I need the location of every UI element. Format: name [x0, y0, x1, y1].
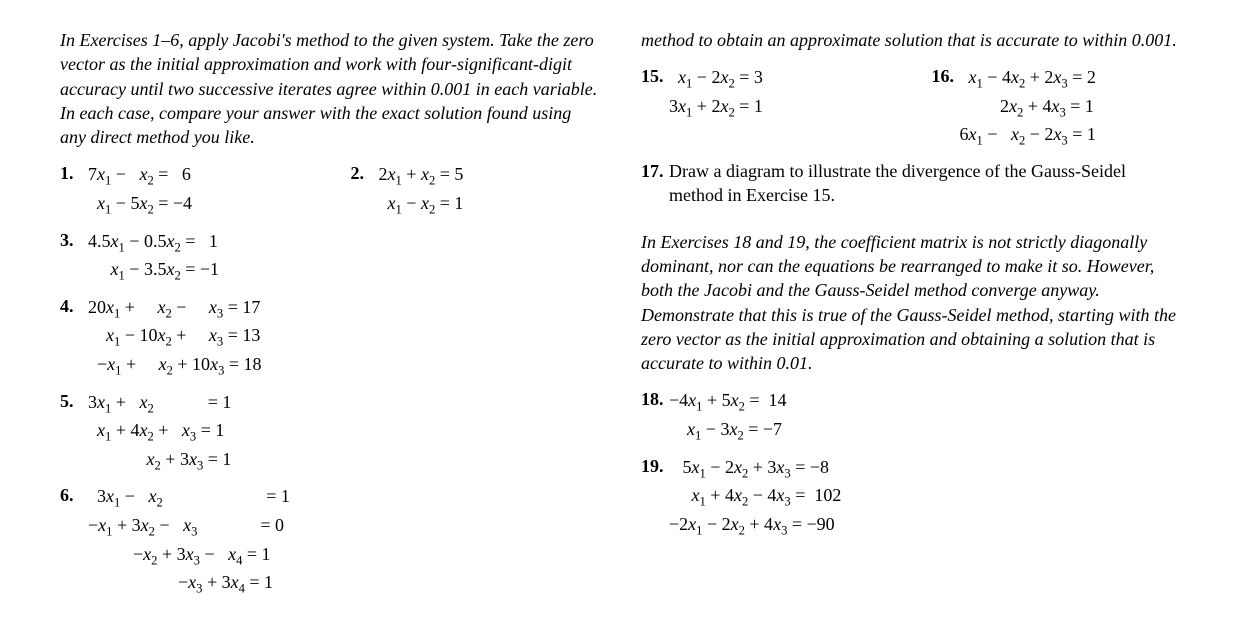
- problem-number: 15.: [641, 64, 669, 151]
- equation: x1 − 5x2 = −4: [88, 191, 311, 219]
- equation: 2x2 + 4x3 = 1: [960, 94, 1183, 122]
- equation: −4x1 + 5x2 = 14: [669, 388, 1182, 416]
- problem-body: x1 − 4x2 + 2x3 = 2 2x2 + 4x3 = 1 6x1 − x…: [960, 64, 1183, 151]
- spacer: [641, 216, 1182, 230]
- problem-number: 18.: [641, 387, 669, 445]
- problem-body: 4.5x1 − 0.5x2 = 1 x1 − 3.5x2 = −1: [88, 228, 601, 286]
- problem-body: 2x1 + x2 = 5 x1 − x2 = 1: [379, 161, 602, 219]
- instruction-1: In Exercises 1–6, apply Jacobi's method …: [60, 28, 601, 149]
- equation: 5x1 − 2x2 + 3x3 = −8: [669, 455, 1182, 483]
- equation: −x2 + 3x3 − x4 = 1: [88, 542, 601, 570]
- instruction-continued: method to obtain an approximate solution…: [641, 28, 1182, 52]
- problem-number: 3.: [60, 228, 88, 286]
- problem-body: −4x1 + 5x2 = 14 x1 − 3x2 = −7: [669, 387, 1182, 445]
- row-1-2: 1. 7x1 − x2 = 6 x1 − 5x2 = −4 2. 2x1 + x…: [60, 161, 601, 219]
- equation: 6x1 − x2 − 2x3 = 1: [960, 122, 1183, 150]
- equation: x1 − 2x2 = 3: [669, 65, 892, 93]
- equation: −x1 + 3x2 − x3 = 0: [88, 513, 601, 541]
- problem-19: 19. 5x1 − 2x2 + 3x3 = −8 x1 + 4x2 − 4x3 …: [641, 454, 1182, 541]
- problem-5: 5. 3x1 + x2 = 1 x1 + 4x2 + x3 = 1 x2 + 3…: [60, 389, 601, 476]
- right-column: method to obtain an approximate solution…: [641, 28, 1182, 599]
- equation: 4.5x1 − 0.5x2 = 1: [88, 229, 601, 257]
- problem-1: 1. 7x1 − x2 = 6 x1 − 5x2 = −4: [60, 161, 311, 219]
- problem-body: x1 − 2x2 = 3 3x1 + 2x2 = 1: [669, 64, 892, 151]
- problem-2: 2. 2x1 + x2 = 5 x1 − x2 = 1: [351, 161, 602, 219]
- problem-number: 16.: [932, 64, 960, 151]
- equation: x1 + 4x2 + x3 = 1: [88, 418, 601, 446]
- problem-body: 3x1 + x2 = 1 x1 + 4x2 + x3 = 1 x2 + 3x3 …: [88, 389, 601, 476]
- problem-16: 16. x1 − 4x2 + 2x3 = 2 2x2 + 4x3 = 1 6x1…: [932, 64, 1183, 151]
- left-column: In Exercises 1–6, apply Jacobi's method …: [60, 28, 601, 599]
- equation: 2x1 + x2 = 5: [379, 162, 602, 190]
- problem-number: 19.: [641, 454, 669, 541]
- row-15-16: 15. x1 − 2x2 = 3 3x1 + 2x2 = 1 16. x1 − …: [641, 64, 1182, 151]
- problem-body: 20x1 + x2 − x3 = 17 x1 − 10x2 + x3 = 13 …: [88, 294, 601, 381]
- equation: 3x1 − x2 = 1: [88, 484, 601, 512]
- problem-number: 2.: [351, 161, 379, 219]
- problem-body: 7x1 − x2 = 6 x1 − 5x2 = −4: [88, 161, 311, 219]
- problem-text: Draw a diagram to illustrate the diverge…: [669, 159, 1182, 208]
- equation: 7x1 − x2 = 6: [88, 162, 311, 190]
- problem-3: 3. 4.5x1 − 0.5x2 = 1 x1 − 3.5x2 = −1: [60, 228, 601, 286]
- equation: x1 + 4x2 − 4x3 = 102: [669, 483, 1182, 511]
- equation: −2x1 − 2x2 + 4x3 = −90: [669, 512, 1182, 540]
- problem-number: 5.: [60, 389, 88, 476]
- problem-number: 1.: [60, 161, 88, 219]
- equation: 20x1 + x2 − x3 = 17: [88, 295, 601, 323]
- page: In Exercises 1–6, apply Jacobi's method …: [0, 0, 1242, 627]
- problem-number: 17.: [641, 159, 669, 208]
- equation: −x3 + 3x4 = 1: [88, 570, 601, 598]
- instruction-2: In Exercises 18 and 19, the coefficient …: [641, 230, 1182, 376]
- problem-number: 4.: [60, 294, 88, 381]
- problem-17: 17. Draw a diagram to illustrate the div…: [641, 159, 1182, 208]
- equation: x1 − 10x2 + x3 = 13: [88, 323, 601, 351]
- equation: 3x1 + x2 = 1: [88, 390, 601, 418]
- equation: 3x1 + 2x2 = 1: [669, 94, 892, 122]
- problem-body: 3x1 − x2 = 1 −x1 + 3x2 − x3 = 0 −x2 + 3x…: [88, 483, 601, 598]
- problem-body: 5x1 − 2x2 + 3x3 = −8 x1 + 4x2 − 4x3 = 10…: [669, 454, 1182, 541]
- equation: −x1 + x2 + 10x3 = 18: [88, 352, 601, 380]
- problem-18: 18. −4x1 + 5x2 = 14 x1 − 3x2 = −7: [641, 387, 1182, 445]
- equation: x2 + 3x3 = 1: [88, 447, 601, 475]
- problem-4: 4. 20x1 + x2 − x3 = 17 x1 − 10x2 + x3 = …: [60, 294, 601, 381]
- equation: x1 − x2 = 1: [379, 191, 602, 219]
- equation: x1 − 4x2 + 2x3 = 2: [960, 65, 1183, 93]
- equation: x1 − 3x2 = −7: [669, 417, 1182, 445]
- equation: x1 − 3.5x2 = −1: [88, 257, 601, 285]
- problem-6: 6. 3x1 − x2 = 1 −x1 + 3x2 − x3 = 0 −x2 +…: [60, 483, 601, 598]
- problem-number: 6.: [60, 483, 88, 598]
- problem-15: 15. x1 − 2x2 = 3 3x1 + 2x2 = 1: [641, 64, 892, 151]
